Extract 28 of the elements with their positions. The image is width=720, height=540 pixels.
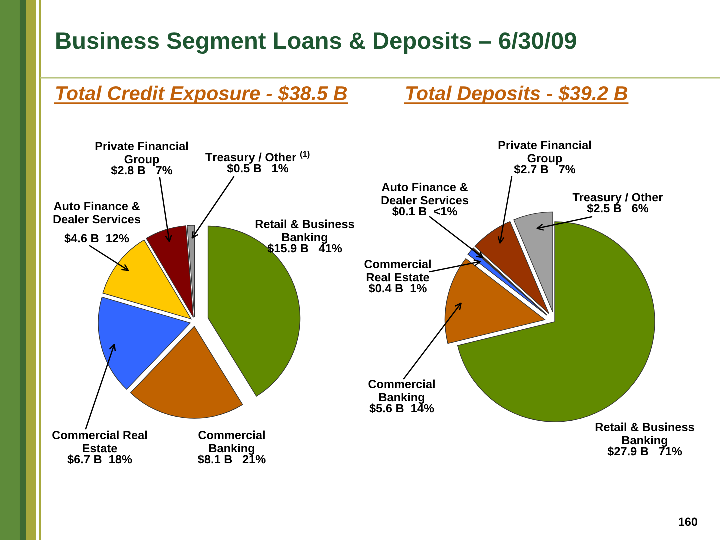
slice-label: Commercial Banking	[368, 380, 435, 404]
data-label: $2.8 B 7%	[111, 166, 173, 176]
slice-label: Treasury / Other	[572, 192, 664, 204]
slice-label: Retail & Business Banking	[596, 422, 694, 447]
chart-subtitle: Total Deposits - $39.2 B	[406, 86, 628, 104]
slice-label: Treasury / Other $^{(1)}$	[206, 151, 310, 164]
data-label: $8.1 B 21%	[198, 454, 266, 464]
data-label: $6.7 B 18%	[68, 454, 132, 464]
slice-label: Commercial Banking	[198, 430, 265, 455]
slice-label: Auto Finance & Dealer Services	[54, 202, 140, 224]
data-label: $0.1 B <1%	[392, 206, 458, 216]
text: 160	[679, 518, 698, 526]
chart-title: Business Segment Loans & Deposits – 6/30/09	[56, 32, 576, 54]
chart-subtitle: Total Credit Exposure - $38.5 B	[56, 86, 348, 104]
data-label: $2.7 B 7%	[514, 164, 576, 174]
data-label: $5.6 B 14%	[370, 404, 434, 414]
data-label: $15.9 B 41%	[268, 244, 342, 254]
data-label: $27.9 B 71%	[608, 446, 682, 456]
data-label: $2.5 B 6%	[587, 204, 649, 214]
slice-label: Private Financial Group	[498, 140, 592, 165]
slice-label: Auto Finance & Dealer Services	[382, 182, 468, 205]
slice-label: Commercial Real Estate	[364, 260, 431, 282]
slice-label: Commercial Real Estate	[52, 430, 148, 453]
data-label: $0.4 B 1%	[368, 284, 427, 294]
slice-label: Private Financial Group	[96, 142, 188, 166]
slice-label: Retail & Business Banking	[256, 220, 354, 244]
data-label: $0.5 B 1%	[227, 164, 289, 174]
data-label: $4.6 B 12%	[64, 234, 130, 244]
